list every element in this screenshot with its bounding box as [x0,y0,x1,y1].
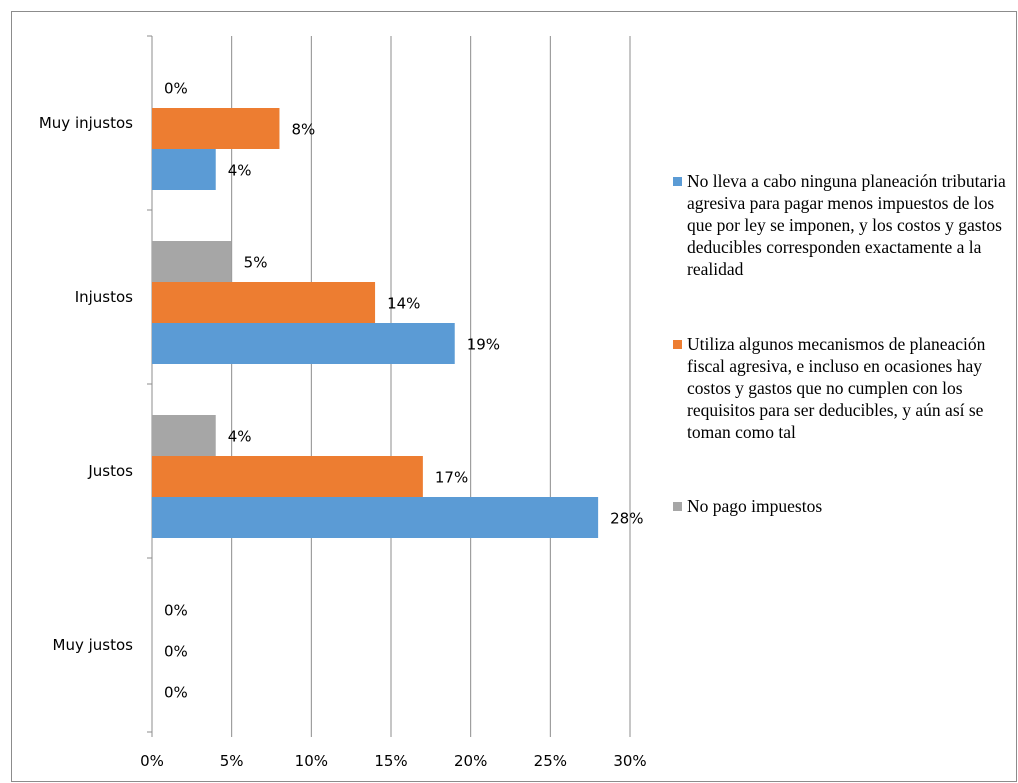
bar [152,241,232,282]
category-label: Justos [87,462,133,480]
x-tick-label: 30% [613,752,646,770]
data-label: 0% [164,643,188,661]
legend-swatch [673,502,682,511]
legend-label: Utiliza algunos mecanismos de planeación… [687,334,986,442]
legend-label: No lleva a cabo ninguna planeación tribu… [687,171,1006,279]
x-tick-label: 10% [295,752,328,770]
category-label: Injustos [75,288,133,306]
legend-swatch [673,177,682,186]
legend-item: Utiliza algunos mecanismos de planeación… [673,333,1008,443]
bar [152,323,455,364]
bar [152,108,280,149]
data-label: 5% [244,254,268,272]
data-label: 4% [228,162,252,180]
data-label: 0% [164,80,188,98]
x-tick-label: 25% [534,752,567,770]
category-label: Muy justos [53,636,134,654]
x-tick-label: 0% [140,752,164,770]
data-label: 4% [228,428,252,446]
legend-label: No pago impuestos [687,496,823,516]
legend-item: No lleva a cabo ninguna planeación tribu… [673,170,1008,280]
legend-swatch [673,340,682,349]
x-tick-label: 20% [454,752,487,770]
data-label: 19% [467,336,500,354]
x-tick-label: 15% [374,752,407,770]
data-label: 0% [164,684,188,702]
bar [152,497,599,538]
data-label: 0% [164,602,188,620]
bar [152,456,423,497]
data-label: 8% [291,121,315,139]
data-label: 17% [435,469,468,487]
data-label: 14% [387,295,420,313]
data-label: 28% [610,510,643,528]
bar [152,149,216,190]
category-label: Muy injustos [39,114,133,132]
bar [152,415,216,456]
bar [152,282,376,323]
x-tick-label: 5% [220,752,244,770]
legend-item: No pago impuestos [673,495,1008,517]
